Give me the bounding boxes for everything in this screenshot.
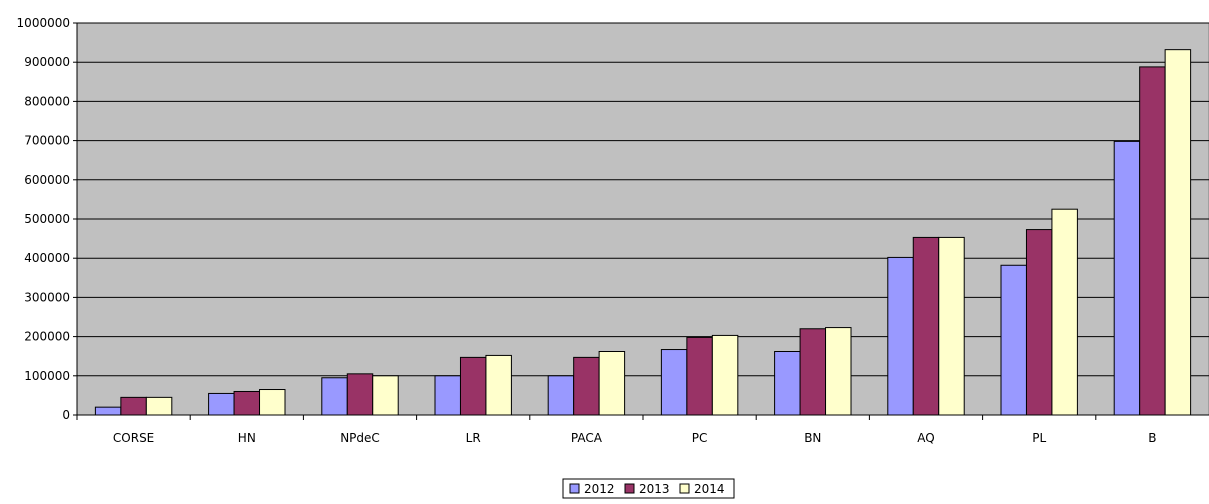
legend-box xyxy=(562,478,735,499)
y-tick-label: 100000 xyxy=(24,369,70,383)
bar-2013-PL xyxy=(1025,229,1053,416)
bar-2014-NPdeC xyxy=(372,375,399,416)
bar-2014-PACA xyxy=(598,351,626,416)
legend-label-2013: 2013 xyxy=(639,482,670,496)
bar-2013-AQ xyxy=(912,236,940,416)
bar-2014-LR xyxy=(485,354,512,416)
bar-2014-BN xyxy=(825,327,852,416)
legend: 2012 2013 2014 xyxy=(562,478,735,499)
y-tick-label: 400000 xyxy=(24,251,70,265)
legend-swatch-2013 xyxy=(624,483,635,494)
legend-label-2012: 2012 xyxy=(584,482,615,496)
y-tick-label: 300000 xyxy=(24,290,70,304)
y-tick-label: 700000 xyxy=(24,134,70,148)
bar-2014-B xyxy=(1164,49,1192,416)
bar-2013-LR xyxy=(459,356,487,416)
x-category-label: LR xyxy=(466,431,481,445)
bar-2013-BN xyxy=(799,328,827,416)
bar-2012-PC xyxy=(660,349,688,416)
x-category-label: AQ xyxy=(917,431,934,445)
legend-swatch-2014 xyxy=(679,483,690,494)
bar-2013-NPdeC xyxy=(346,373,374,416)
y-tick-label: 600000 xyxy=(24,173,70,187)
x-category-label: HN xyxy=(238,431,256,445)
x-axis-categories: CORSE HN NPdeC LR PACA PC BN AQ PL B xyxy=(76,415,1157,445)
bar-2014-PL xyxy=(1051,208,1078,416)
bar-2012-B xyxy=(1113,140,1141,416)
bar-2012-AQ xyxy=(887,256,914,416)
gridlines xyxy=(77,22,1209,377)
bar-2012-PL xyxy=(1000,264,1027,416)
bar-2013-HN xyxy=(233,390,261,416)
bar-2014-CORSE xyxy=(145,396,173,416)
bar-2013-B xyxy=(1139,66,1166,416)
bar-2013-CORSE xyxy=(120,396,147,416)
bar-2014-AQ xyxy=(938,236,965,416)
bar-2012-PACA xyxy=(547,375,575,416)
x-category-label: NPdeC xyxy=(340,431,380,445)
bar-2012-HN xyxy=(208,392,235,416)
x-category-label: B xyxy=(1148,431,1156,445)
x-category-label: PL xyxy=(1032,431,1046,445)
x-category-label: PC xyxy=(692,431,708,445)
x-category-label: BN xyxy=(804,431,821,445)
y-axis-ticks: 0 100000 200000 300000 400000 500000 600000 700… xyxy=(17,16,77,422)
bar-2012-BN xyxy=(774,351,801,416)
bar-2014-HN xyxy=(259,389,286,416)
legend-swatch-2012 xyxy=(569,483,580,494)
bars xyxy=(94,49,1192,416)
bar-2013-PC xyxy=(686,336,713,416)
y-tick-label: 800000 xyxy=(24,94,70,108)
y-tick-label: 0 xyxy=(62,408,70,422)
y-tick-label: 900000 xyxy=(24,55,70,69)
bar-2013-PACA xyxy=(573,356,600,416)
bar-2014-PC xyxy=(711,334,739,416)
y-tick-label: 500000 xyxy=(24,212,70,226)
bar-2012-CORSE xyxy=(94,406,122,416)
legend-label-2014: 2014 xyxy=(694,482,725,496)
bar-2012-LR xyxy=(434,375,461,416)
y-tick-label: 1000000 xyxy=(17,16,70,30)
x-category-label: CORSE xyxy=(113,431,154,445)
x-category-label: PACA xyxy=(571,431,603,445)
y-tick-label: 200000 xyxy=(24,330,70,344)
bar-2012-NPdeC xyxy=(321,377,348,416)
